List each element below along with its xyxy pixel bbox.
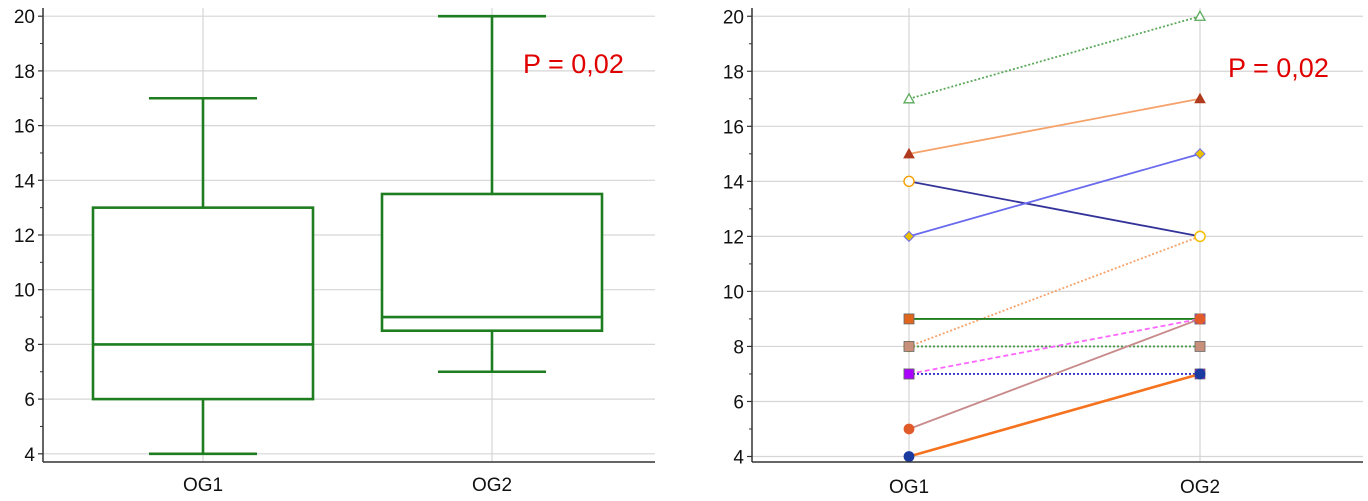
data-point-marker [902, 92, 916, 104]
data-point-marker [1194, 368, 1206, 380]
point-markers [902, 9, 1207, 462]
series-line [908, 97, 1201, 155]
x-tick-label: OG1 [183, 475, 223, 496]
data-point-marker [1193, 9, 1207, 21]
box-plot-boxes [91, 14, 604, 456]
data-point-marker [1194, 148, 1206, 160]
series-line [908, 15, 1201, 100]
y-tick-label: 18 [723, 62, 744, 83]
data-point-marker [1194, 313, 1206, 325]
y-tick-label: 10 [723, 282, 744, 303]
series-line [908, 180, 1201, 238]
y-axis-ticks: 4 6 8 10 12 14 16 18 20 [723, 7, 752, 468]
x-axis-labels: OG1 OG2 [889, 477, 1220, 498]
box-plot-chart: 4 6 8 10 12 14 16 18 20 OG1 OG2 P = 0,02 [14, 7, 655, 496]
p-value-annotation: P = 0,02 [523, 49, 624, 79]
y-tick-label: 20 [723, 7, 744, 28]
data-point-marker [903, 230, 915, 243]
data-point-marker [1194, 230, 1206, 243]
data-point-marker [1194, 341, 1206, 352]
x-tick-label: OG1 [889, 477, 929, 498]
y-tick-label: 16 [723, 117, 744, 138]
gridlines [752, 8, 1363, 462]
y-tick-label: 14 [14, 171, 36, 192]
series-line [908, 152, 1201, 238]
data-point-marker [903, 423, 915, 435]
paired-line-chart: 4 6 8 10 12 14 16 18 20 OG1 OG2 P = 0,02 [723, 7, 1363, 498]
data-point-marker [1194, 92, 1206, 104]
y-tick-label: 8 [24, 335, 35, 356]
y-tick-label: 4 [733, 447, 744, 468]
box-og2 [380, 14, 604, 374]
y-tick-label: 12 [14, 226, 35, 247]
y-tick-label: 8 [733, 337, 744, 358]
p-value-annotation: P = 0,02 [1228, 53, 1329, 83]
axes [42, 8, 655, 463]
box-og1 [91, 96, 315, 456]
y-tick-label: 4 [24, 445, 35, 466]
data-point-marker [903, 313, 915, 325]
data-point-marker [903, 451, 915, 462]
axes [751, 8, 1363, 463]
x-axis-labels: OG1 OG2 [183, 475, 512, 496]
y-tick-label: 10 [14, 281, 35, 302]
y-tick-label: 6 [733, 392, 744, 413]
paired-lines [908, 15, 1201, 458]
y-tick-label: 20 [14, 7, 35, 28]
data-point-marker [903, 368, 915, 380]
y-axis-ticks: 4 6 8 10 12 14 16 18 20 [14, 7, 43, 466]
y-tick-label: 6 [24, 390, 35, 411]
y-tick-label: 18 [14, 62, 35, 83]
series-line [908, 372, 1201, 458]
series-line [908, 318, 1201, 375]
y-tick-label: 12 [723, 227, 744, 248]
y-tick-label: 14 [723, 172, 745, 193]
data-point-marker [903, 147, 915, 159]
iqr-box [91, 206, 315, 401]
x-tick-label: OG2 [1180, 477, 1220, 498]
iqr-box [380, 192, 604, 333]
series-line [908, 318, 1201, 430]
data-point-marker [903, 341, 915, 352]
data-point-marker [903, 175, 915, 188]
x-tick-label: OG2 [472, 475, 512, 496]
y-tick-label: 16 [14, 117, 35, 138]
